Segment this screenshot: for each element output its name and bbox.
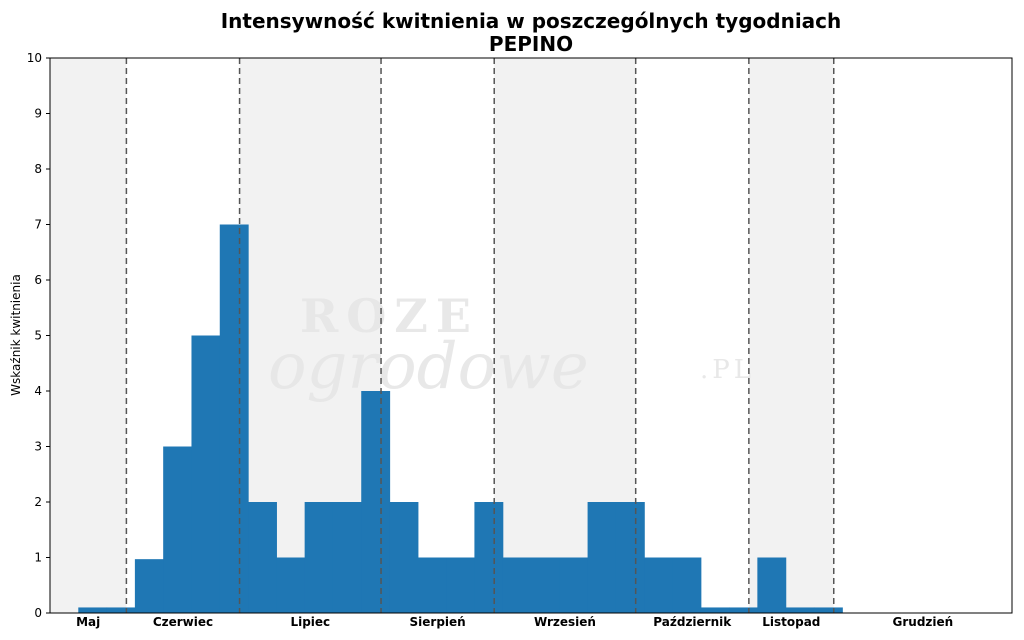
watermark: ROZE ogrodowe .PL xyxy=(268,289,755,404)
y-axis: 0 1 2 3 4 5 6 7 8 9 10 xyxy=(27,51,50,620)
bar xyxy=(672,557,702,613)
bars xyxy=(78,224,843,613)
y-axis-label: Wskaźnik kwitnienia xyxy=(9,274,23,396)
watermark-line-1: ROZE xyxy=(300,289,479,343)
month-label: Czerwiec xyxy=(153,615,213,629)
bar xyxy=(248,502,277,613)
month-label: Grudzień xyxy=(893,615,954,629)
bar xyxy=(417,557,447,613)
watermark-line-3: .PL xyxy=(700,355,755,385)
bar xyxy=(134,559,164,613)
month-divider-lines xyxy=(125,58,835,613)
bar xyxy=(700,607,730,613)
bar xyxy=(389,502,419,613)
chart-title: Intensywność kwitnienia w poszczególnych… xyxy=(221,9,842,33)
month-band xyxy=(748,58,834,613)
bar xyxy=(474,502,504,613)
bar xyxy=(446,557,476,613)
bar xyxy=(276,557,306,613)
bar xyxy=(191,335,221,613)
watermark-line-2: ogrodowe xyxy=(268,330,589,404)
month-label: Lipiec xyxy=(290,615,330,629)
bar xyxy=(163,446,193,613)
bar xyxy=(502,557,532,613)
y-tick-label: 3 xyxy=(34,440,42,454)
y-tick-label: 5 xyxy=(34,329,42,343)
bar xyxy=(361,391,391,613)
y-tick-label: 6 xyxy=(34,273,42,287)
y-tick-label: 1 xyxy=(34,551,42,565)
y-tick-label: 0 xyxy=(34,606,42,620)
bar xyxy=(785,607,815,613)
bar xyxy=(615,502,645,613)
bar xyxy=(531,557,560,613)
month-label: Maj xyxy=(76,615,100,629)
y-tick-label: 7 xyxy=(34,218,42,232)
month-labels: Maj Czerwiec Lipiec Sierpień Wrzesień Paździe… xyxy=(76,615,953,629)
bar xyxy=(729,607,758,613)
month-label: Listopad xyxy=(762,615,820,629)
month-band xyxy=(50,58,127,613)
bar xyxy=(813,607,843,613)
y-tick-label: 9 xyxy=(34,107,42,121)
bar xyxy=(644,557,674,613)
y-tick-label: 4 xyxy=(34,384,42,398)
month-label: Październik xyxy=(653,615,732,629)
bar xyxy=(304,502,334,613)
bar xyxy=(559,557,589,613)
bar xyxy=(78,607,108,613)
chart-subtitle: PEPINO xyxy=(489,32,573,56)
month-label: Wrzesień xyxy=(534,615,596,629)
bar xyxy=(219,224,249,613)
y-tick-label: 10 xyxy=(27,51,42,65)
bar xyxy=(106,607,136,613)
bar xyxy=(332,502,362,613)
y-tick-label: 8 xyxy=(34,162,42,176)
month-label: Sierpień xyxy=(410,615,466,629)
month-bands xyxy=(50,58,834,613)
bar xyxy=(587,502,617,613)
bar xyxy=(757,557,787,613)
y-tick-label: 2 xyxy=(34,495,42,509)
